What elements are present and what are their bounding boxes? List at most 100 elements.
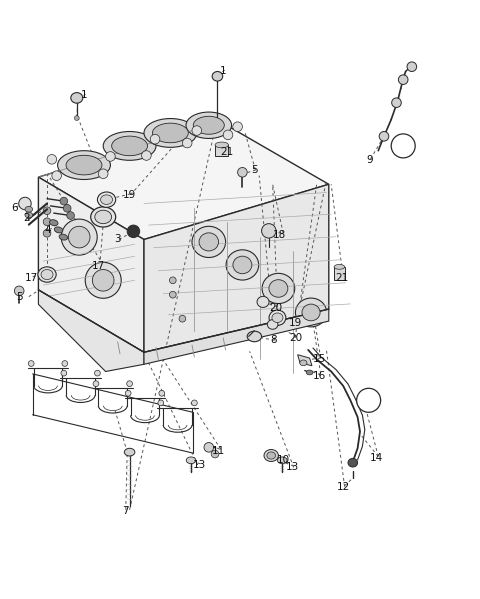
- Text: 19: 19: [288, 319, 302, 328]
- Ellipse shape: [101, 195, 112, 204]
- Ellipse shape: [103, 132, 156, 161]
- Text: 2: 2: [23, 213, 30, 223]
- Ellipse shape: [302, 304, 320, 321]
- Text: 20: 20: [269, 303, 283, 313]
- Circle shape: [398, 75, 408, 84]
- Text: 13: 13: [286, 462, 300, 473]
- Text: 1: 1: [81, 90, 87, 101]
- Polygon shape: [144, 184, 329, 352]
- Circle shape: [379, 132, 389, 141]
- Text: 10: 10: [276, 455, 290, 465]
- Ellipse shape: [269, 280, 288, 297]
- Circle shape: [28, 361, 34, 367]
- Circle shape: [238, 168, 247, 177]
- Text: 11: 11: [212, 446, 225, 456]
- Ellipse shape: [272, 313, 283, 322]
- Text: 3: 3: [114, 234, 121, 244]
- Ellipse shape: [41, 270, 53, 280]
- Ellipse shape: [262, 273, 295, 304]
- Ellipse shape: [334, 265, 345, 270]
- Ellipse shape: [54, 227, 63, 233]
- Ellipse shape: [277, 457, 287, 464]
- Circle shape: [223, 130, 233, 140]
- Text: 12: 12: [336, 482, 350, 492]
- Circle shape: [106, 152, 115, 161]
- Ellipse shape: [215, 142, 228, 148]
- Circle shape: [74, 116, 79, 120]
- Circle shape: [142, 151, 151, 161]
- Ellipse shape: [300, 360, 307, 366]
- Circle shape: [67, 211, 74, 219]
- Ellipse shape: [25, 212, 33, 218]
- Circle shape: [62, 361, 68, 367]
- Circle shape: [95, 370, 100, 376]
- Circle shape: [127, 381, 132, 386]
- Ellipse shape: [257, 297, 269, 307]
- Text: 5: 5: [16, 292, 23, 302]
- Text: 20: 20: [289, 333, 303, 343]
- Ellipse shape: [112, 136, 147, 156]
- Text: 21: 21: [335, 273, 348, 283]
- Circle shape: [182, 138, 192, 148]
- Circle shape: [125, 391, 131, 396]
- Text: 8: 8: [270, 335, 277, 345]
- Circle shape: [233, 122, 242, 132]
- Ellipse shape: [212, 71, 223, 81]
- Ellipse shape: [226, 250, 259, 280]
- Ellipse shape: [49, 220, 58, 226]
- Text: 9: 9: [366, 155, 373, 165]
- Circle shape: [19, 197, 31, 210]
- Ellipse shape: [85, 262, 121, 298]
- Polygon shape: [298, 355, 312, 366]
- Ellipse shape: [306, 370, 313, 375]
- Ellipse shape: [199, 233, 218, 251]
- Ellipse shape: [95, 210, 111, 223]
- Circle shape: [169, 291, 176, 298]
- Ellipse shape: [92, 270, 114, 291]
- Circle shape: [47, 155, 57, 164]
- Ellipse shape: [247, 331, 262, 342]
- Ellipse shape: [61, 219, 97, 255]
- Ellipse shape: [295, 298, 327, 327]
- Ellipse shape: [71, 93, 83, 103]
- Circle shape: [391, 134, 415, 158]
- Ellipse shape: [38, 267, 56, 282]
- Polygon shape: [38, 177, 144, 352]
- Circle shape: [204, 443, 214, 452]
- Bar: [334, 267, 345, 280]
- Text: 16: 16: [312, 371, 326, 382]
- Ellipse shape: [269, 310, 286, 325]
- Ellipse shape: [186, 112, 232, 138]
- Polygon shape: [38, 290, 144, 371]
- Circle shape: [14, 286, 24, 296]
- Ellipse shape: [69, 226, 90, 248]
- Circle shape: [61, 370, 67, 376]
- Polygon shape: [144, 309, 329, 364]
- Circle shape: [52, 171, 61, 180]
- Circle shape: [211, 450, 219, 458]
- Ellipse shape: [267, 320, 278, 329]
- Circle shape: [192, 400, 197, 406]
- Circle shape: [179, 315, 186, 322]
- Text: 13: 13: [192, 460, 206, 470]
- Circle shape: [43, 207, 51, 214]
- Text: 1: 1: [220, 66, 227, 77]
- Ellipse shape: [97, 192, 116, 207]
- Ellipse shape: [233, 256, 252, 274]
- Circle shape: [159, 391, 165, 396]
- Bar: [215, 145, 228, 156]
- Text: 5: 5: [251, 165, 258, 175]
- Ellipse shape: [59, 234, 68, 240]
- Circle shape: [63, 204, 71, 212]
- Circle shape: [407, 62, 417, 71]
- Text: 6: 6: [11, 203, 18, 213]
- Ellipse shape: [144, 119, 197, 147]
- Text: 21: 21: [220, 147, 234, 157]
- Circle shape: [158, 400, 164, 406]
- Ellipse shape: [186, 457, 196, 464]
- Ellipse shape: [91, 207, 116, 227]
- Text: 4: 4: [45, 225, 51, 235]
- Ellipse shape: [124, 448, 135, 456]
- Ellipse shape: [193, 116, 224, 134]
- Circle shape: [169, 277, 176, 284]
